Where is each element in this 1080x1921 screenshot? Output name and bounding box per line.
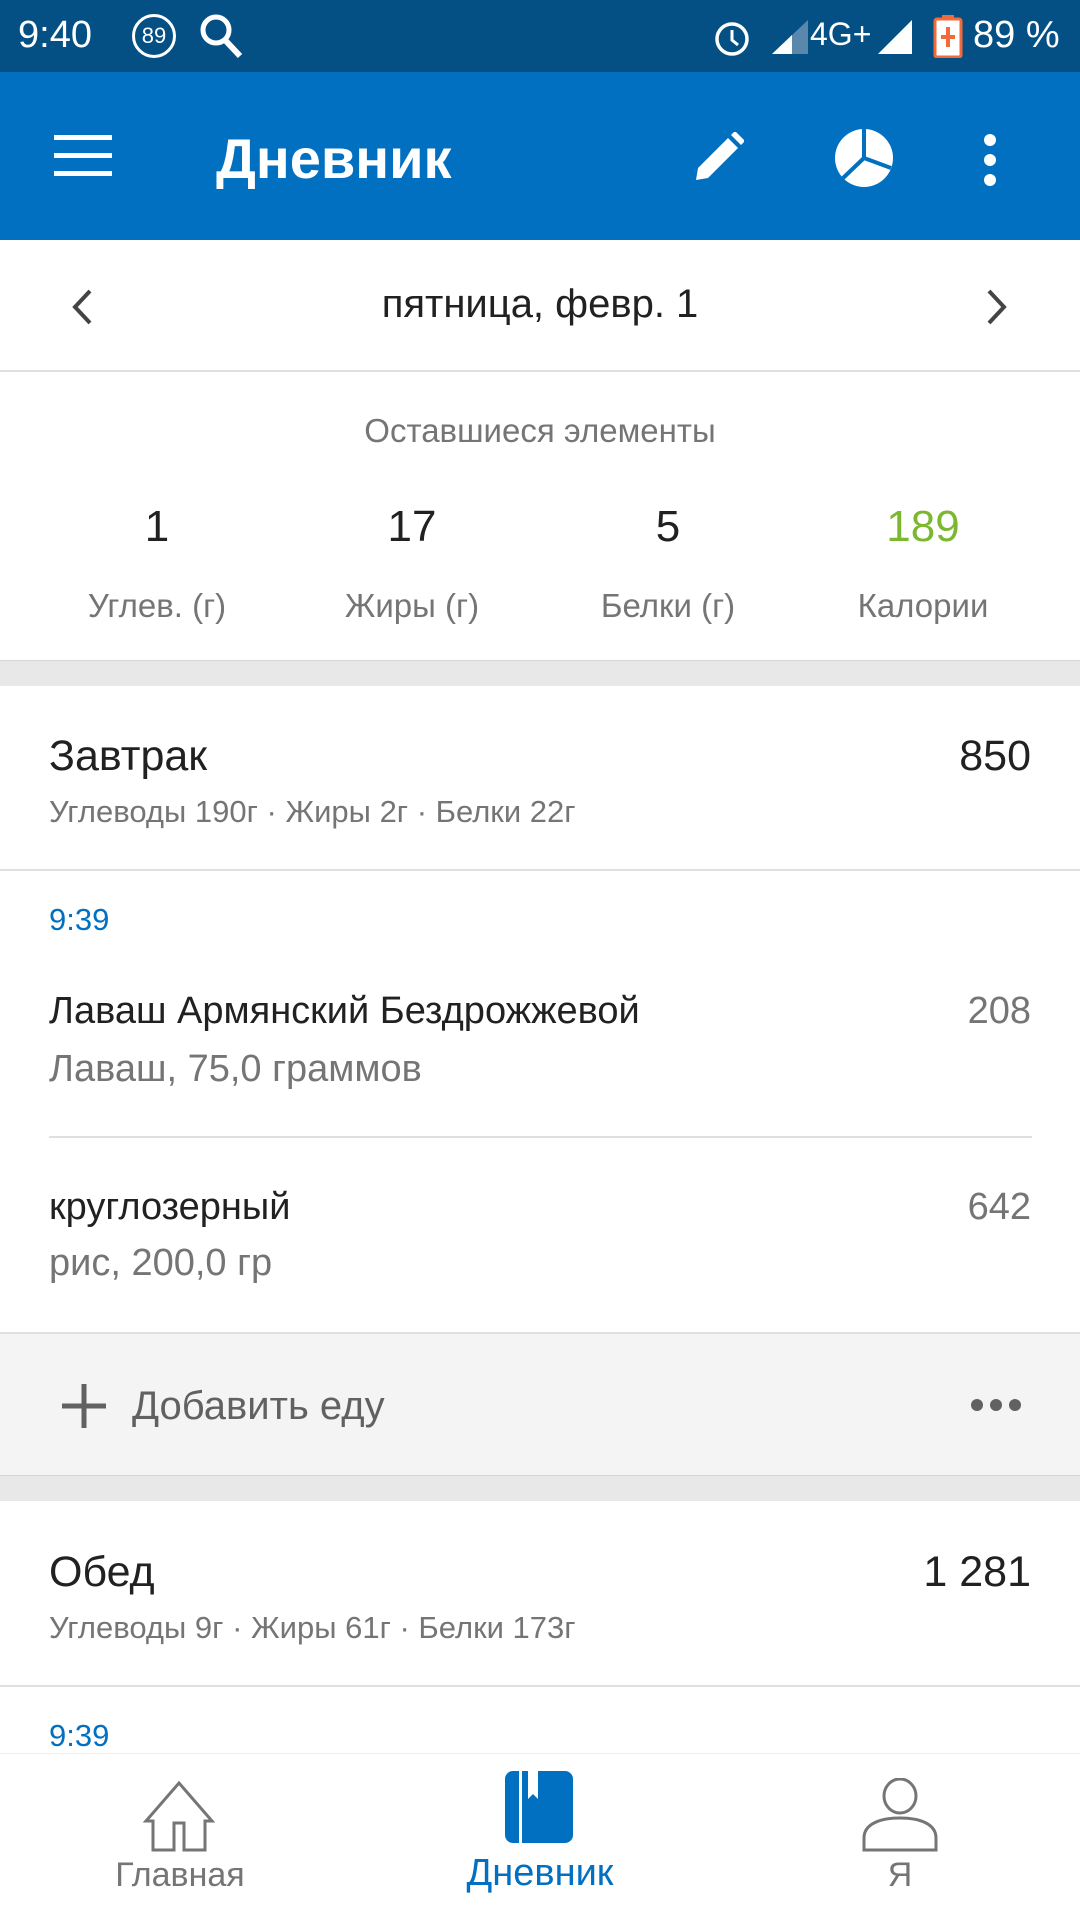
- nav-item-profile[interactable]: Я: [720, 1754, 1080, 1921]
- fat-value: 17: [387, 502, 437, 551]
- divider: [0, 869, 1080, 871]
- date-navigator: пятница, февр. 1: [0, 240, 1080, 372]
- app-bar: Дневник: [0, 72, 1080, 240]
- food-name: Лаваш Армянский Бездрожжевой: [49, 990, 640, 1032]
- status-bar: 9:40 89 4G+ 89 %: [0, 0, 1080, 72]
- more-horiz-icon[interactable]: [970, 1398, 1022, 1412]
- add-food-label: Добавить еду: [132, 1384, 385, 1428]
- entry-time: 9:39: [49, 902, 110, 937]
- alarm-icon: [715, 22, 749, 56]
- nav-item-home[interactable]: Главная: [0, 1754, 360, 1921]
- menu-icon[interactable]: [54, 135, 114, 177]
- notification-badge-icon: 89: [132, 14, 176, 58]
- signal-icon: [772, 20, 808, 54]
- nav-label: Дневник: [466, 1852, 614, 1894]
- network-type: 4G+: [810, 16, 872, 52]
- page-title: Дневник: [216, 127, 452, 190]
- pencil-icon[interactable]: [694, 132, 744, 182]
- food-detail: рис, 200,0 гр: [49, 1242, 273, 1284]
- meal-header-breakfast[interactable]: Завтрак 850 Углеводы 190г · Жиры 2г · Бе…: [0, 686, 1080, 870]
- chevron-left-icon[interactable]: [70, 288, 94, 326]
- protein-value: 5: [655, 502, 681, 551]
- fat-label: Жиры (г): [344, 587, 480, 624]
- meal-macros: Углеводы 9г · Жиры 61г · Белки 173г: [49, 1610, 576, 1645]
- signal-icon: [878, 20, 912, 54]
- food-detail: Лаваш, 75,0 граммов: [49, 1048, 422, 1090]
- divider: [0, 1685, 1080, 1687]
- divider: [49, 1136, 1032, 1138]
- calories-label: Калории: [857, 587, 989, 624]
- food-item[interactable]: круглозерный 642 рис, 200,0 гр: [0, 1174, 1080, 1330]
- meal-macros: Углеводы 190г · Жиры 2г · Белки 22г: [49, 794, 576, 829]
- battery-icon: [933, 15, 963, 58]
- food-item[interactable]: Лаваш Армянский Бездрожжевой 208 Лаваш, …: [0, 980, 1080, 1136]
- meal-header-lunch[interactable]: Обед 1 281 Углеводы 9г · Жиры 61г · Белк…: [0, 1502, 1080, 1686]
- nav-label: Я: [887, 1856, 913, 1894]
- food-calories: 208: [967, 990, 1031, 1032]
- chevron-right-icon[interactable]: [985, 288, 1009, 326]
- entry-time: 9:39: [49, 1718, 110, 1753]
- summary-title: Оставшиеся элементы: [364, 412, 716, 449]
- home-icon: [142, 1780, 216, 1852]
- meal-calories: 850: [959, 732, 1031, 780]
- current-date[interactable]: пятница, февр. 1: [381, 282, 699, 326]
- remaining-summary: Оставшиеся элементы 1 Углев. (г) 17 Жиры…: [0, 372, 1080, 660]
- calories-value: 189: [886, 502, 960, 551]
- carbs-value: 1: [144, 502, 170, 551]
- battery-percent: 89 %: [973, 14, 1060, 56]
- nav-item-diary[interactable]: Дневник: [360, 1754, 720, 1921]
- plus-icon: [62, 1384, 106, 1428]
- carbs-label: Углев. (г): [87, 587, 227, 624]
- food-name: круглозерный: [49, 1186, 291, 1228]
- more-vert-icon[interactable]: [978, 132, 1002, 188]
- person-icon: [862, 1778, 938, 1852]
- bottom-navigation: Главная Дневник Я: [0, 1753, 1080, 1920]
- food-calories: 642: [967, 1186, 1031, 1228]
- meal-title: Обед: [49, 1548, 155, 1596]
- meal-title: Завтрак: [49, 732, 208, 780]
- protein-label: Белки (г): [600, 587, 736, 624]
- meal-calories: 1 281: [923, 1548, 1031, 1596]
- diary-book-icon: [505, 1771, 573, 1843]
- search-icon: [200, 14, 243, 59]
- add-food-button[interactable]: Добавить еду: [0, 1332, 1080, 1475]
- section-divider: [0, 1475, 1080, 1501]
- nav-label: Главная: [115, 1856, 245, 1894]
- pie-chart-icon[interactable]: [834, 128, 894, 188]
- status-time: 9:40: [18, 14, 92, 56]
- section-divider: [0, 660, 1080, 686]
